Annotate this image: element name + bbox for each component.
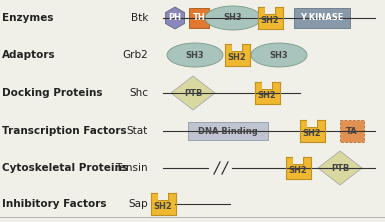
Bar: [265, 7, 275, 14]
Text: Grb2: Grb2: [122, 50, 148, 60]
Bar: [151, 193, 176, 215]
Text: PH: PH: [169, 14, 181, 22]
Text: Docking Proteins: Docking Proteins: [2, 88, 102, 98]
Text: TA: TA: [346, 127, 358, 135]
Bar: [224, 44, 249, 66]
Bar: [340, 120, 364, 142]
Text: TH: TH: [192, 14, 205, 22]
Bar: [189, 8, 209, 28]
Bar: [188, 122, 268, 140]
Text: Sap: Sap: [128, 199, 148, 209]
Text: Transcription Factors: Transcription Factors: [2, 126, 127, 136]
Bar: [254, 82, 280, 104]
Bar: [158, 193, 168, 200]
Bar: [307, 120, 317, 127]
Bar: [232, 44, 242, 51]
Bar: [294, 8, 350, 28]
Bar: [258, 7, 283, 29]
Bar: [262, 82, 272, 89]
Text: Btk: Btk: [131, 13, 148, 23]
Text: SH3: SH3: [186, 50, 204, 59]
Text: Y KINASE: Y KINASE: [300, 14, 344, 22]
Polygon shape: [318, 151, 362, 185]
Text: PTB: PTB: [331, 163, 349, 172]
Text: SH2: SH2: [261, 16, 280, 25]
Text: SH2: SH2: [289, 166, 307, 175]
Polygon shape: [166, 7, 184, 29]
Text: SH3: SH3: [224, 14, 242, 22]
Ellipse shape: [167, 43, 223, 67]
Text: SH2: SH2: [258, 91, 276, 100]
Text: DNA Binding: DNA Binding: [198, 127, 258, 135]
Text: Cytoskeletal Proteins: Cytoskeletal Proteins: [2, 163, 128, 173]
Text: SH2: SH2: [228, 53, 246, 62]
Text: Inhibitory Factors: Inhibitory Factors: [2, 199, 107, 209]
Text: SH2: SH2: [303, 129, 321, 138]
Bar: [286, 157, 310, 179]
Ellipse shape: [251, 43, 307, 67]
Text: Tensin: Tensin: [116, 163, 148, 173]
Text: PTB: PTB: [184, 89, 202, 97]
Bar: [300, 120, 325, 142]
Text: Enzymes: Enzymes: [2, 13, 54, 23]
Text: Adaptors: Adaptors: [2, 50, 55, 60]
Text: SH2: SH2: [154, 202, 172, 211]
Text: Shc: Shc: [129, 88, 148, 98]
Text: Stat: Stat: [127, 126, 148, 136]
Polygon shape: [171, 76, 215, 110]
Text: SH3: SH3: [270, 50, 288, 59]
Ellipse shape: [205, 6, 261, 30]
Bar: [293, 157, 303, 164]
